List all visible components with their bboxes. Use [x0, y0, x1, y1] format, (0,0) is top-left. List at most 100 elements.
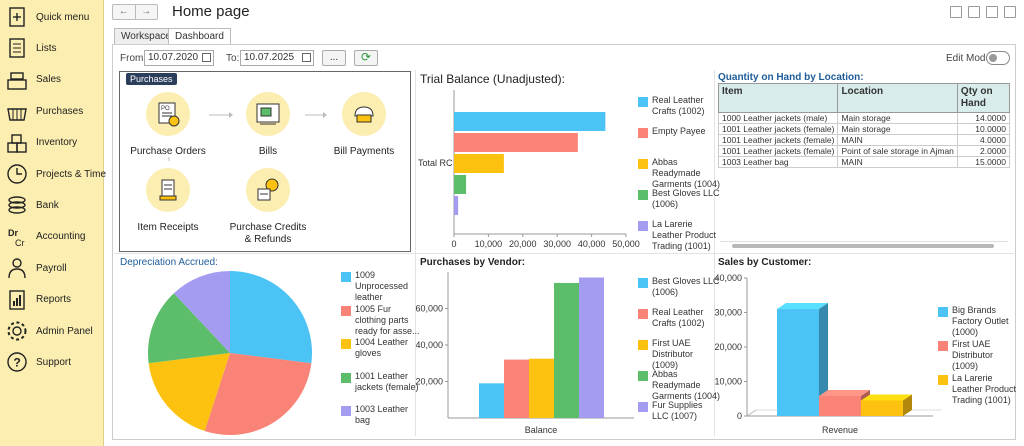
- cell-location: Main storage: [837, 112, 958, 124]
- history-nav: ← →: [112, 4, 158, 20]
- legend-label: Abbas Readymade Garments (1004): [652, 157, 721, 189]
- cash-register-icon: [7, 72, 27, 90]
- refund-icon: [257, 178, 279, 201]
- sidebar-item-reports[interactable]: Reports: [0, 285, 104, 315]
- pie-slice[interactable]: [204, 353, 312, 435]
- sidebar-item-purchases[interactable]: Purchases: [0, 96, 104, 126]
- y-tick-label: 40,000: [416, 340, 443, 350]
- bill-payments-node[interactable]: [342, 92, 386, 136]
- sidebar-item-bank[interactable]: Bank: [0, 190, 104, 220]
- bar[interactable]: [554, 282, 579, 418]
- table-row[interactable]: 1000 Leather jackets (male) Main storage 1…: [717, 112, 1011, 124]
- legend-swatch: [938, 375, 948, 385]
- refresh-button[interactable]: ⟳: [354, 50, 378, 66]
- bar[interactable]: [861, 400, 903, 416]
- sidebar-item-support[interactable]: ? Support: [0, 347, 104, 377]
- edit-mode-label: Edit Mode: [946, 53, 992, 64]
- bar[interactable]: [454, 112, 606, 131]
- table-row[interactable]: 1001 Leather jackets (female) MAIN 4.0000: [717, 134, 1011, 146]
- svg-text:?: ?: [14, 356, 21, 370]
- sidebar-item-label: Purchases: [36, 105, 84, 117]
- legend-swatch: [638, 128, 648, 138]
- sidebar-item-admin-panel[interactable]: Admin Panel: [0, 316, 104, 346]
- step-label[interactable]: Item Receipts: [137, 222, 199, 233]
- sidebar-item-payroll[interactable]: Payroll: [0, 253, 104, 283]
- receipt-icon: [159, 179, 177, 201]
- bar[interactable]: [777, 309, 819, 416]
- legend-swatch: [341, 339, 351, 349]
- calendar-icon[interactable]: [302, 53, 311, 62]
- horizontal-scrollbar[interactable]: [720, 241, 1008, 249]
- cell-item: 1003 Leather bag: [717, 156, 839, 168]
- to-label: To:: [226, 53, 240, 64]
- table-row[interactable]: 1003 Leather bag MAIN 15.0000: [717, 156, 1011, 168]
- forward-button[interactable]: →: [141, 6, 152, 17]
- step-label[interactable]: Purchase Credits & Refunds: [229, 222, 307, 245]
- bar[interactable]: [579, 277, 604, 418]
- qty-on-hand-title: Quantity on Hand by Location:: [718, 72, 864, 83]
- flow-arrows: [168, 112, 327, 161]
- sidebar-item-inventory[interactable]: Inventory: [0, 128, 104, 158]
- sidebar-item-quick-menu[interactable]: Quick menu: [0, 2, 104, 32]
- period-select-button[interactable]: ...: [322, 50, 346, 66]
- bar[interactable]: [454, 133, 578, 152]
- y-tick-label: 20,000: [416, 377, 443, 387]
- table-row[interactable]: 1001 Leather jackets (female) Point of sa…: [717, 145, 1011, 157]
- bar[interactable]: [819, 395, 861, 416]
- col-header-location[interactable]: Location: [837, 83, 958, 113]
- export-icon[interactable]: [986, 6, 998, 18]
- pie-slice[interactable]: [230, 271, 312, 364]
- sidebar-item-projects-time[interactable]: Projects & Time: [0, 159, 106, 189]
- to-date-field[interactable]: 10.07.2025: [240, 50, 314, 66]
- purchases-tag[interactable]: Purchases: [126, 73, 177, 85]
- header-actions: [950, 6, 1016, 18]
- bar[interactable]: [454, 196, 459, 215]
- purchase-orders-node[interactable]: PO: [146, 92, 190, 136]
- y-tick-label: 10,000: [715, 377, 742, 387]
- pie-slice[interactable]: [148, 353, 230, 431]
- legend-swatch: [341, 305, 351, 316]
- pie-slice[interactable]: [173, 271, 230, 353]
- step-label[interactable]: Purchase Orders: [130, 146, 206, 157]
- purchase-credits-node[interactable]: [246, 168, 290, 212]
- step-label[interactable]: Bills: [258, 146, 278, 157]
- col-header-item[interactable]: Item: [717, 83, 839, 113]
- x-tick-label: 20,000: [509, 239, 537, 249]
- print-icon[interactable]: [968, 6, 980, 18]
- sidebar-item-label: Admin Panel: [36, 325, 93, 337]
- table-row[interactable]: 1001 Leather jackets (female) Main storag…: [717, 123, 1011, 135]
- sidebar-item-lists[interactable]: Lists: [0, 33, 104, 63]
- from-date-field[interactable]: 10.07.2020: [144, 50, 214, 66]
- bar[interactable]: [479, 383, 504, 418]
- col-header-qty[interactable]: Qty on Hand: [956, 83, 1011, 113]
- calendar-icon[interactable]: [202, 53, 211, 62]
- bills-node[interactable]: [246, 92, 290, 136]
- sidebar-item-sales[interactable]: Sales: [0, 65, 104, 95]
- gear-icon: [7, 321, 27, 341]
- legend-swatch: [638, 402, 648, 412]
- edit-mode-toggle[interactable]: [986, 51, 1010, 65]
- sidebar-item-accounting[interactable]: Dr Cr Accounting: [0, 222, 104, 252]
- bar-top: [861, 394, 912, 401]
- x-tick-label: 40,000: [578, 239, 606, 249]
- bar[interactable]: [454, 154, 504, 173]
- legend-label: 1001 Leather jackets (female): [355, 370, 419, 392]
- save-icon[interactable]: [950, 6, 962, 18]
- bar-side: [903, 394, 912, 416]
- item-receipts-node[interactable]: [146, 168, 190, 212]
- tab-dashboard[interactable]: Dashboard: [168, 28, 231, 44]
- bar[interactable]: [504, 359, 529, 418]
- report-icon: [9, 289, 25, 310]
- back-button[interactable]: ←: [113, 5, 136, 19]
- bar[interactable]: [529, 358, 554, 418]
- sales-by-customer-title: Sales by Customer:: [718, 257, 812, 268]
- bill-icon: [256, 103, 280, 125]
- more-icon[interactable]: [1004, 6, 1016, 18]
- legend-swatch: [638, 309, 648, 319]
- step-label[interactable]: Bill Payments: [333, 146, 395, 157]
- scrollbar-thumb[interactable]: [732, 244, 994, 248]
- cell-item: 1001 Leather jackets (female): [717, 145, 839, 157]
- bar[interactable]: [454, 175, 467, 194]
- pie-slice[interactable]: [148, 293, 230, 364]
- legend-label: Real Leather Crafts (1002): [652, 307, 705, 328]
